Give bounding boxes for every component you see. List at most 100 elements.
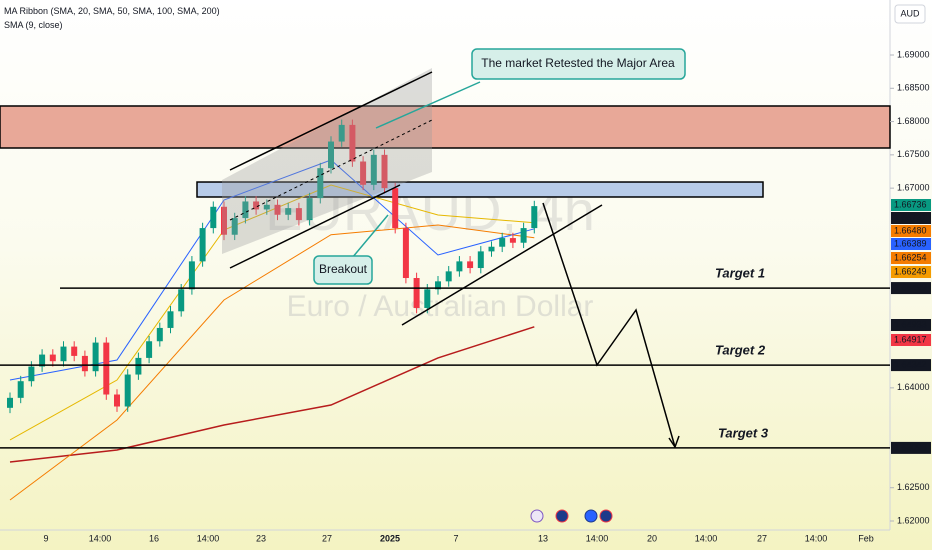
target-label: Target 2 xyxy=(715,343,766,358)
candle-body xyxy=(71,346,78,356)
candle-body xyxy=(509,238,516,243)
candle-body xyxy=(17,381,24,398)
candle-body xyxy=(60,346,67,362)
x-tick-label: 14:00 xyxy=(89,533,112,543)
price-tag xyxy=(891,238,931,250)
y-tick-label: 1.68500 xyxy=(897,83,930,93)
price-tag-label: 1.63098 xyxy=(894,442,927,452)
moving-average xyxy=(9,224,535,501)
candle-body xyxy=(81,355,88,372)
x-tick-label: 27 xyxy=(322,533,332,543)
candle-body xyxy=(178,289,185,312)
candle-body xyxy=(156,327,163,342)
candle-body xyxy=(370,154,377,185)
candle-body xyxy=(167,311,174,328)
callout-text: Breakout xyxy=(319,262,368,276)
candle-body xyxy=(456,261,463,272)
indicator-label: MA Ribbon (SMA, 20, SMA, 50, SMA, 100, S… xyxy=(4,6,220,16)
x-tick-label: 14:00 xyxy=(586,533,609,543)
y-tick-label: 1.64000 xyxy=(897,382,930,392)
channel-line xyxy=(229,71,433,171)
channel-line xyxy=(229,184,401,269)
candle-body xyxy=(531,206,538,229)
price-tag-label: 1.64342 xyxy=(894,359,927,369)
target-label: Target 3 xyxy=(718,425,769,440)
candle-body xyxy=(317,168,324,199)
candle-body xyxy=(103,342,110,395)
candle-body xyxy=(114,394,120,407)
price-tag-label: 1.66249 xyxy=(894,266,927,276)
candle-body xyxy=(49,354,56,362)
x-tick-label: 16 xyxy=(149,533,159,543)
y-tick-label: 1.69000 xyxy=(897,49,930,59)
x-tick-label: 2025 xyxy=(380,533,400,543)
x-tick-label: 14:00 xyxy=(197,533,220,543)
candle-body xyxy=(488,246,495,252)
price-tag xyxy=(891,199,931,211)
candle-body xyxy=(231,218,238,235)
zone xyxy=(196,181,764,198)
candle-body xyxy=(306,198,313,221)
event-icons[interactable] xyxy=(530,509,613,523)
candle-body xyxy=(221,206,227,235)
projection-arrow xyxy=(542,202,676,448)
x-tick-label: 20 xyxy=(647,533,657,543)
price-tag-label: 1.66254 xyxy=(894,252,927,262)
candle-body xyxy=(467,261,474,269)
candle-body xyxy=(28,366,35,382)
x-tick-label: 14:00 xyxy=(695,533,718,543)
currency-button[interactable] xyxy=(894,4,926,24)
x-tick-label: 23 xyxy=(256,533,266,543)
price-tag xyxy=(891,252,931,264)
candle-body xyxy=(381,154,388,189)
candle-body xyxy=(135,357,142,375)
candle-body xyxy=(349,124,356,162)
channel-mid xyxy=(229,119,433,221)
callout-box xyxy=(313,255,373,285)
y-tick-label: 1.68000 xyxy=(897,116,930,126)
x-tick-label: Feb xyxy=(858,533,874,543)
candle-body xyxy=(146,341,153,358)
price-tag-label: 1.66480 xyxy=(894,225,927,235)
candle-body xyxy=(188,261,195,290)
zone xyxy=(0,105,891,149)
arrow-head xyxy=(668,435,680,449)
candle-body xyxy=(402,228,409,279)
price-tag-label: 1.64933 xyxy=(894,319,927,329)
candle-body xyxy=(263,204,270,210)
price-tag xyxy=(891,225,931,237)
candle-body xyxy=(199,228,206,262)
price-tag xyxy=(891,359,931,372)
candle-body xyxy=(499,238,506,247)
indicator-label: SMA (9, close) xyxy=(4,20,63,30)
price-tag-label: 1.66736 xyxy=(894,199,927,209)
candle-body xyxy=(92,342,99,372)
callout-pointer xyxy=(351,214,389,259)
candle-body xyxy=(7,397,13,408)
price-tag-label: 1.64917 xyxy=(894,334,927,344)
wedge-line xyxy=(401,204,603,326)
currency-label: AUD xyxy=(900,8,920,18)
candle-body xyxy=(274,204,281,215)
watermark-subtitle: Euro / Australian Dollar xyxy=(287,290,594,323)
moving-average xyxy=(9,159,535,381)
candle-body xyxy=(242,201,249,219)
price-tag xyxy=(891,282,931,295)
callout-text: The market Retested the Major Area xyxy=(481,56,675,70)
candle-body xyxy=(328,141,334,169)
x-tick-label: 9 xyxy=(43,533,48,543)
callout-box xyxy=(471,48,686,80)
candle-body xyxy=(445,271,452,282)
y-tick-label: 1.62000 xyxy=(897,515,930,525)
candle-body xyxy=(435,281,441,290)
candle-body xyxy=(124,374,131,407)
channel-fill xyxy=(222,68,432,254)
price-tag-label: 1.66389 xyxy=(894,238,927,248)
price-tag xyxy=(891,319,931,331)
x-tick-label: 13 xyxy=(538,533,548,543)
candle-body xyxy=(413,278,420,308)
candle-body xyxy=(295,208,302,221)
x-tick-label: 7 xyxy=(453,533,458,543)
candle-body xyxy=(39,354,46,367)
